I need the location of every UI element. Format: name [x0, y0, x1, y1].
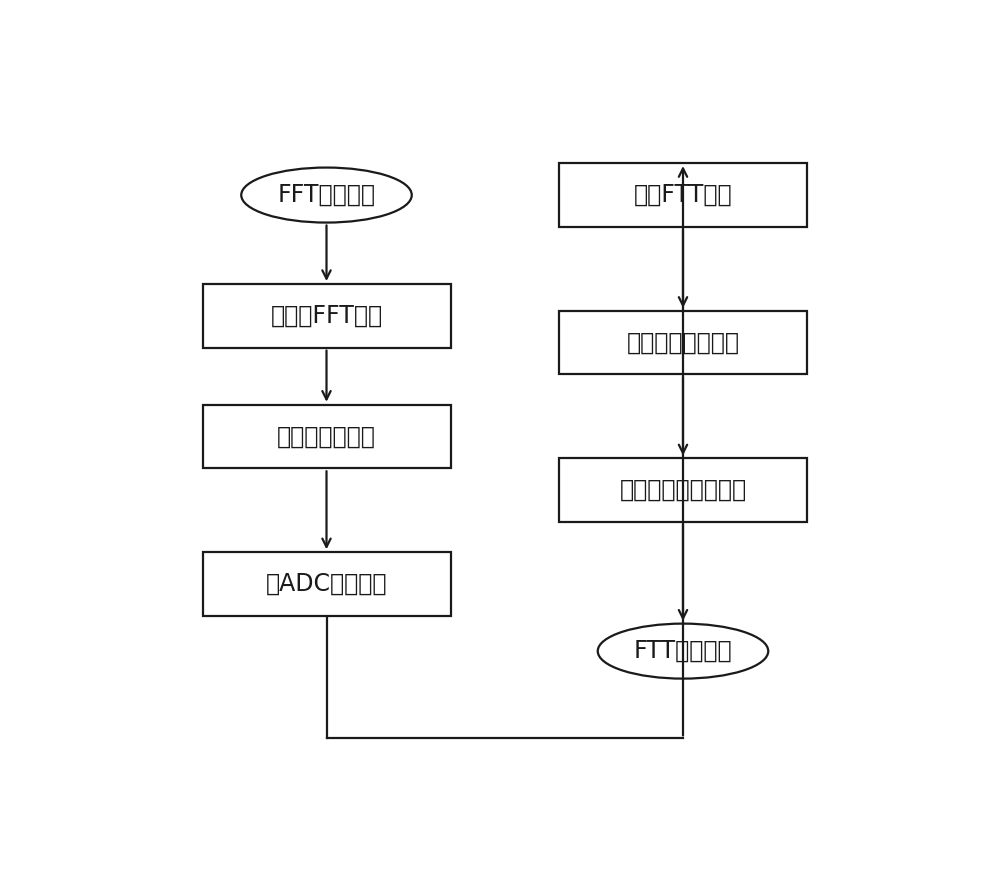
Text: 计算各次谐波含有率: 计算各次谐波含有率 — [619, 478, 747, 503]
FancyBboxPatch shape — [559, 458, 807, 522]
Text: 进行FTT变换: 进行FTT变换 — [634, 183, 732, 207]
Text: FTT变换结束: FTT变换结束 — [634, 639, 732, 663]
FancyBboxPatch shape — [559, 163, 807, 227]
Text: FFT函数开始: FFT函数开始 — [278, 183, 376, 207]
FancyBboxPatch shape — [202, 552, 451, 616]
Text: 初始化旋转因子: 初始化旋转因子 — [277, 424, 376, 449]
Text: 初始化FFT队列: 初始化FFT队列 — [270, 304, 383, 327]
Ellipse shape — [241, 167, 412, 223]
Text: 读ADC采样结果: 读ADC采样结果 — [266, 572, 387, 596]
Text: 计算信号频率幅值: 计算信号频率幅值 — [626, 331, 740, 354]
FancyBboxPatch shape — [202, 405, 451, 469]
Ellipse shape — [598, 624, 768, 679]
FancyBboxPatch shape — [559, 311, 807, 375]
FancyBboxPatch shape — [202, 284, 451, 348]
